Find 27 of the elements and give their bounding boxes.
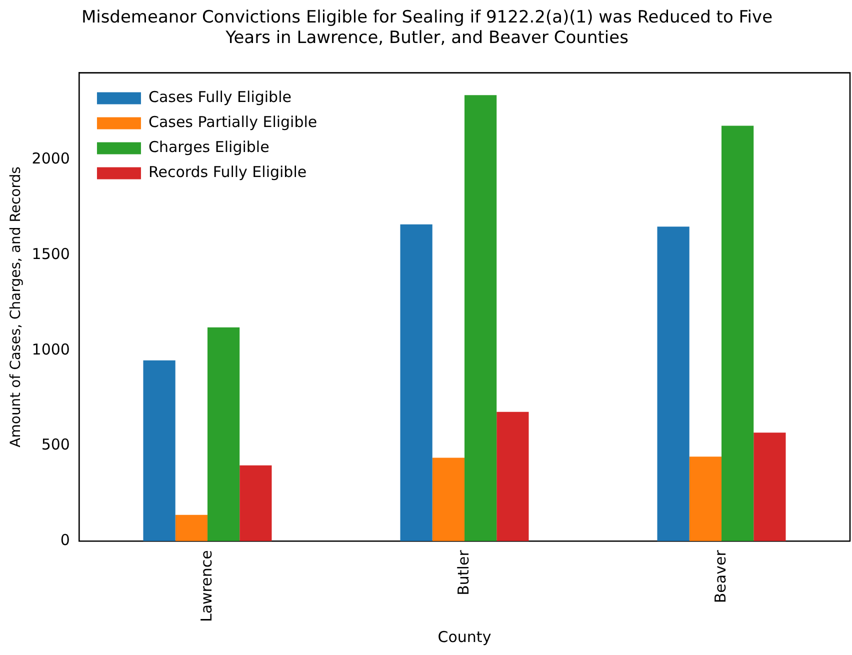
x-tick-label: Beaver xyxy=(711,549,730,604)
legend-label: Records Fully Eligible xyxy=(148,163,307,182)
y-tick-label: 1000 xyxy=(32,340,70,358)
bar xyxy=(721,126,754,542)
bar xyxy=(496,412,529,542)
y-tick-label: 1500 xyxy=(32,244,70,263)
bar xyxy=(175,514,208,542)
legend-label: Cases Fully Eligible xyxy=(148,88,292,106)
legend-label: Cases Partially Eligible xyxy=(148,113,318,132)
bar xyxy=(143,360,176,542)
y-tick-label: 0 xyxy=(60,531,70,550)
chart-title: Misdemeanor Convictions Eligible for Sealing if 9122.2(a)(1) was Reduced to Five Years in Lawrence, Butler, and Beaver Counties xyxy=(81,8,773,48)
bar xyxy=(657,226,690,542)
x-tick-label: Butler xyxy=(454,549,472,596)
x-tick-label: Lawrence xyxy=(197,550,216,622)
y-tick-label: 2000 xyxy=(32,150,70,168)
x-axis-title: County xyxy=(438,628,492,646)
bar xyxy=(240,465,272,542)
bar xyxy=(464,95,497,542)
bar xyxy=(689,456,722,542)
y-axis-title: Amount of Cases, Charges, and Records xyxy=(8,166,24,448)
legend-label: Charges Eligible xyxy=(148,138,270,156)
bar xyxy=(754,432,786,542)
y-tick-label: 500 xyxy=(41,436,70,454)
bar xyxy=(432,458,464,542)
bar xyxy=(207,327,240,542)
bar xyxy=(400,224,432,542)
